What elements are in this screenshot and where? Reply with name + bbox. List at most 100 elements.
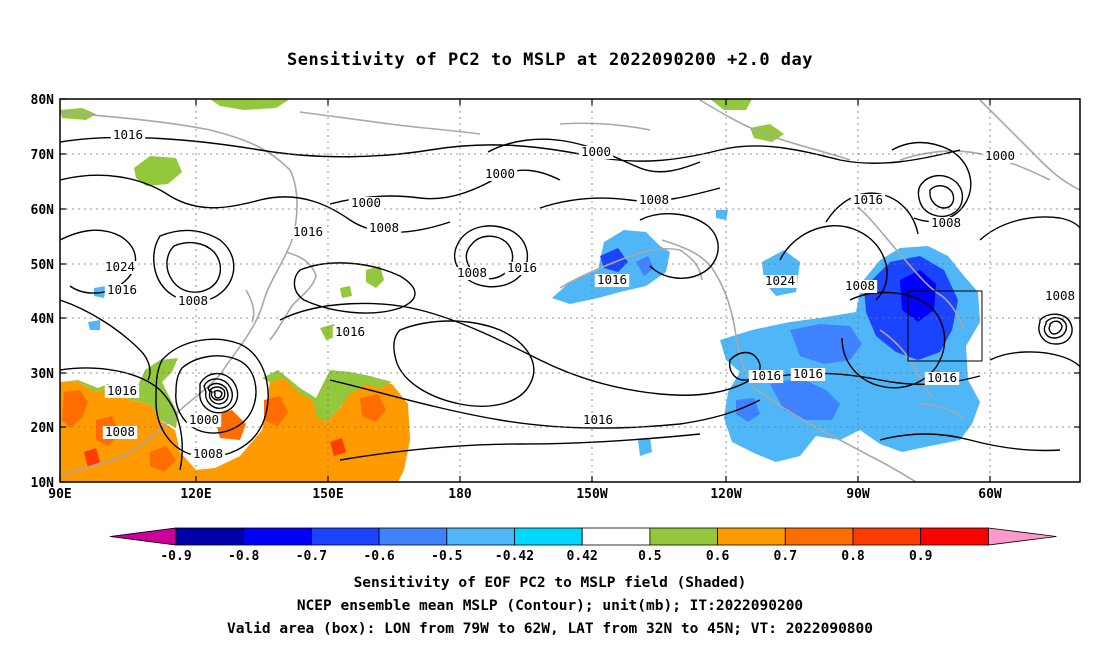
colorbar-label: -0.7 — [296, 549, 327, 564]
contour-label: 1008 — [457, 265, 487, 280]
colorbar-swatch — [378, 527, 448, 546]
contour-label-bg — [762, 275, 798, 288]
contour-label: 1016 — [927, 370, 957, 385]
contour-label: 1008 — [178, 293, 208, 308]
contour-label: 1016 — [113, 127, 143, 142]
contour-label-bg — [186, 414, 222, 427]
contour-labels: 1016 1016 1024 1016 1008 1016 1000 1008 1016 1008… — [102, 127, 1078, 461]
colorbar-label: 0.9 — [909, 549, 932, 564]
contour-label: 1016 — [597, 272, 627, 287]
contour-label: 1016 — [751, 368, 781, 383]
lat-label: 20N — [31, 421, 55, 436]
colorbar-swatch — [649, 527, 719, 546]
colorbar-swatch — [920, 527, 989, 546]
colorbar — [109, 527, 1057, 546]
lat-label: 10N — [31, 476, 55, 491]
contour-label-bg — [748, 370, 784, 383]
contour-label-bg — [102, 426, 138, 439]
axis-ticks — [59, 98, 1080, 483]
contour-label-bg — [578, 146, 614, 159]
contour-label: 1008 — [193, 446, 223, 461]
valid-area-box — [907, 290, 983, 362]
colorbar-label: 0.5 — [638, 549, 661, 564]
lon-label: 60W — [978, 487, 1002, 502]
contour-label: 1000 — [485, 166, 515, 181]
colorbar-labels: -0.9 -0.8 -0.7 -0.6 -0.5 -0.42 0.42 0.5 0.6 0.7 0.… — [160, 549, 932, 564]
lat-label: 60N — [31, 203, 55, 218]
contour-label-bg — [110, 129, 146, 142]
contour-label: 1008 — [369, 220, 399, 235]
contour-label: 1016 — [107, 282, 137, 297]
lon-label: 90E — [48, 487, 71, 502]
contour-label: 1024 — [105, 259, 135, 274]
contour-label: 1000 — [351, 195, 381, 210]
contour-label-bg — [842, 280, 878, 293]
contour-label: 1008 — [931, 215, 961, 230]
colorbar-label: 0.6 — [706, 549, 730, 564]
caption-line-3: Valid area (box): LON from 79W to 62W, L… — [226, 621, 873, 637]
contour-label-bg — [454, 267, 490, 280]
colorbar-swatch — [581, 527, 651, 546]
contour-label: 1016 — [507, 260, 537, 275]
contour-label-bg — [175, 295, 211, 308]
colorbar-arrow-low — [109, 527, 177, 546]
colorbar-swatch — [243, 527, 312, 546]
lat-label: 40N — [31, 312, 55, 327]
contour-label-bg — [366, 222, 402, 235]
contour-label: 1008 — [1045, 288, 1075, 303]
contour-label: 1000 — [581, 144, 611, 159]
contour-label: 1016 — [293, 224, 323, 239]
contour-label: 1008 — [105, 424, 135, 439]
contour-label: 1008 — [639, 192, 669, 207]
colorbar-label: 0.8 — [841, 549, 865, 564]
lon-label: 180 — [448, 487, 472, 502]
colorbar-swatch — [310, 527, 380, 546]
colorbar-label: 0.42 — [567, 549, 598, 564]
contour-label-bg — [104, 284, 140, 297]
contour-label-bg — [790, 368, 826, 381]
contour-label: 1000 — [189, 412, 219, 427]
contour-label: 1024 — [765, 273, 795, 288]
colorbar-swatch — [717, 527, 786, 546]
contour-label-bg — [290, 226, 326, 239]
contour-label-bg — [982, 150, 1018, 163]
contour-label-bg — [104, 385, 140, 398]
contour-label: 1000 — [985, 148, 1015, 163]
colorbar-label: -0.6 — [363, 549, 394, 564]
lon-label: 120E — [180, 487, 211, 502]
contour-label: 1016 — [107, 383, 137, 398]
contour-label-bg — [1042, 290, 1078, 303]
colorbar-label: -0.5 — [431, 549, 462, 564]
contour-label-bg — [580, 414, 616, 427]
contour-label: 1016 — [583, 412, 613, 427]
colorbar-swatch — [175, 527, 245, 546]
longitude-labels: 90E 120E 150E 180 150W 120W 90W 60W — [48, 487, 1002, 502]
contour-label-bg — [482, 168, 518, 181]
contour-label-bg — [102, 261, 138, 274]
colorbar-label: -0.9 — [160, 549, 191, 564]
plot-title: Sensitivity of PC2 to MSLP at 2022090200… — [286, 50, 813, 70]
colorbar-label: -0.42 — [495, 549, 534, 564]
contour-label-bg — [190, 448, 226, 461]
lat-label: 50N — [31, 258, 55, 273]
lon-label: 150E — [312, 487, 343, 502]
coastlines — [60, 99, 1080, 482]
contour-label-bg — [928, 217, 964, 230]
colorbar-label: 0.7 — [774, 549, 797, 564]
contour-label-bg — [594, 274, 630, 287]
contour-label-bg — [504, 262, 540, 275]
lat-label: 30N — [31, 367, 55, 382]
lon-label: 90W — [846, 487, 870, 502]
graticule — [60, 99, 1080, 482]
colorbar-swatch — [514, 527, 583, 546]
contour-label-bg — [348, 197, 384, 210]
positive-region — [60, 374, 410, 482]
contour-label: 1008 — [845, 278, 875, 293]
contour-label-bg — [636, 194, 672, 207]
map-frame — [59, 98, 1081, 483]
contour-label-bg — [332, 326, 368, 339]
caption-line-1: Sensitivity of EOF PC2 to MSLP field (Sh… — [353, 575, 747, 591]
colorbar-arrow-high — [988, 527, 1057, 546]
lon-label: 120W — [710, 487, 741, 502]
colorbar-swatch — [446, 527, 515, 546]
